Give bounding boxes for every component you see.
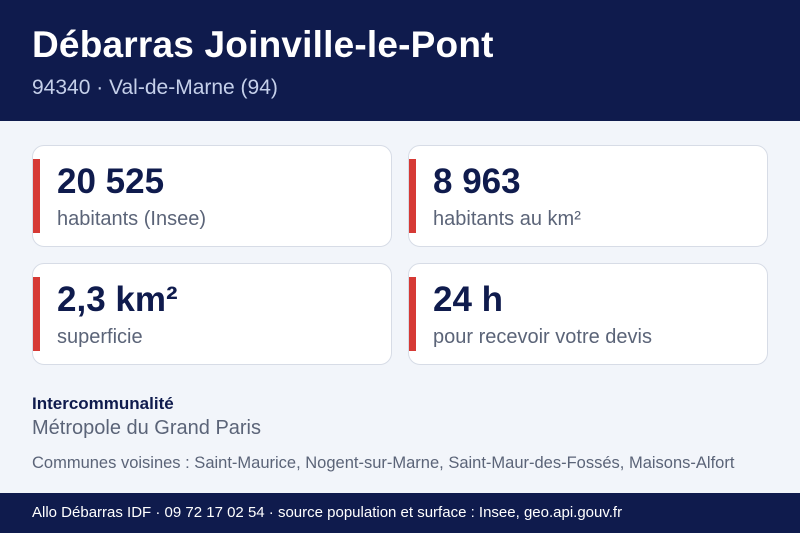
stat-card-area: 2,3 km² superficie: [32, 263, 392, 365]
stat-label: superficie: [57, 326, 143, 348]
intercommunalite-value: Métropole du Grand Paris: [32, 417, 262, 439]
intercommunalite-label: Intercommunalité: [32, 394, 174, 413]
neighboring-communes: Communes voisines : Saint-Maurice, Nogen…: [32, 454, 735, 472]
stat-card-population: 20 525 habitants (Insee): [32, 145, 392, 247]
footer-text: Allo Débarras IDF · 09 72 17 02 54 · sou…: [32, 504, 623, 521]
stat-value: 2,3 km²: [57, 280, 178, 319]
header-banner: Débarras Joinville-le-Pont 94340 · Val-d…: [0, 0, 800, 121]
card-accent-bar: [409, 159, 416, 233]
stat-card-density: 8 963 habitants au km²: [408, 145, 768, 247]
stat-label: habitants au km²: [433, 208, 581, 230]
card-accent-bar: [33, 277, 40, 351]
footer-bar: Allo Débarras IDF · 09 72 17 02 54 · sou…: [0, 493, 800, 533]
page-title: Débarras Joinville-le-Pont: [32, 24, 494, 65]
stat-label: pour recevoir votre devis: [433, 326, 652, 348]
page-subtitle: 94340 · Val-de-Marne (94): [32, 76, 278, 99]
stat-value: 8 963: [433, 162, 521, 201]
stat-value: 24 h: [433, 280, 504, 319]
stat-value: 20 525: [57, 162, 165, 201]
stat-label: habitants (Insee): [57, 208, 206, 230]
card-accent-bar: [33, 159, 40, 233]
card-accent-bar: [409, 277, 416, 351]
stat-card-quote-delay: 24 h pour recevoir votre devis: [408, 263, 768, 365]
